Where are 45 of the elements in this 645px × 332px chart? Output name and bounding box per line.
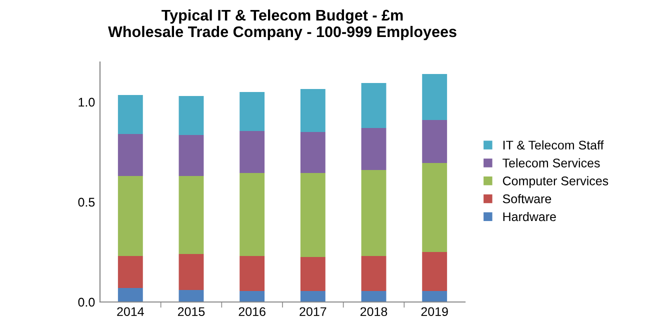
- bar: [300, 257, 326, 291]
- bar: [300, 291, 326, 302]
- legend-label: Hardware: [503, 212, 556, 222]
- x-tick-label: 2014: [117, 307, 144, 316]
- legend-label: Telecom Services: [502, 158, 600, 168]
- bar: [300, 173, 326, 257]
- y-tick-label: 0.5: [78, 198, 95, 207]
- bar: [361, 128, 386, 170]
- chart-title: Typical IT & Telecom Budget - £m Wholesale Trade Company - 100-999 Employees: [108, 9, 456, 40]
- legend-label: Software: [502, 194, 552, 204]
- bar: [178, 135, 204, 176]
- x-tick-label: 2015: [178, 307, 205, 316]
- bar: [422, 291, 448, 302]
- bar: [422, 252, 448, 291]
- bar: [118, 176, 143, 256]
- y-tick-label: 0.0: [78, 298, 95, 307]
- bar: [240, 291, 265, 302]
- bar: [118, 256, 143, 288]
- y-tick-label: 1.0: [78, 98, 95, 107]
- bar: [361, 83, 386, 128]
- bar: [300, 132, 326, 173]
- bar: [300, 89, 326, 132]
- bar: [422, 74, 448, 120]
- x-tick-label: 2019: [421, 307, 448, 316]
- bar: [118, 95, 143, 134]
- x-tick-label: 2016: [238, 307, 266, 316]
- legend-label: IT & Telecom Staff: [503, 140, 604, 150]
- bar: [178, 176, 204, 254]
- bar: [118, 134, 143, 176]
- bar: [240, 131, 265, 173]
- bar: [361, 170, 386, 256]
- bar: [422, 120, 448, 163]
- bar: [240, 173, 265, 256]
- bar: [361, 291, 386, 302]
- bar: [178, 290, 204, 302]
- bar: [240, 256, 265, 291]
- bar: [240, 92, 265, 131]
- bar: [178, 96, 204, 135]
- bar: [422, 163, 448, 252]
- bar: [178, 254, 204, 290]
- bar: [361, 256, 386, 291]
- x-tick-label: 2017: [300, 307, 326, 316]
- bar: [118, 288, 143, 302]
- x-tick-label: 2018: [360, 307, 388, 316]
- legend-label: Computer Services: [502, 176, 608, 188]
